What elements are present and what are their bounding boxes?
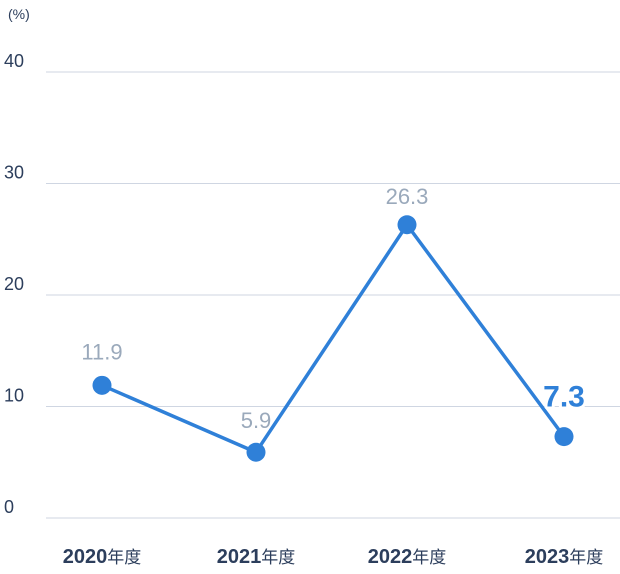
y-tick-label: 10 bbox=[4, 386, 24, 406]
x-tick-label: 2022年度 bbox=[368, 546, 447, 568]
x-tick-label: 2020年度 bbox=[63, 546, 142, 568]
y-axis-unit-label: (%) bbox=[8, 6, 30, 22]
data-label: 11.9 bbox=[81, 339, 122, 364]
data-point bbox=[246, 442, 266, 462]
series-line bbox=[101, 223, 566, 454]
data-label: 26.3 bbox=[386, 184, 429, 209]
y-tick-label: 40 bbox=[4, 51, 24, 71]
y-tick-label: 20 bbox=[4, 274, 24, 294]
x-tick-label: 2021年度 bbox=[217, 546, 296, 568]
x-tick-label: 2023年度 bbox=[525, 546, 604, 568]
y-tick-label: 0 bbox=[4, 497, 14, 517]
y-tick-label: 30 bbox=[4, 163, 24, 183]
data-point bbox=[92, 375, 112, 395]
data-point bbox=[397, 215, 417, 235]
data-label-highlight: 7.3 bbox=[543, 381, 585, 414]
data-label: 5.9 bbox=[241, 408, 272, 433]
data-point bbox=[554, 427, 574, 447]
